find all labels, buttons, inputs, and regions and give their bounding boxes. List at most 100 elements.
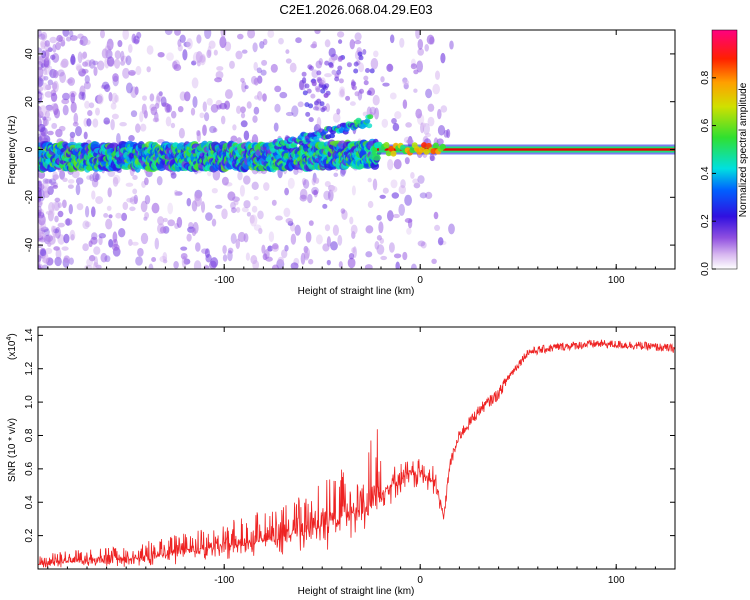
spectrogram-cell [258, 227, 263, 235]
spectrogram-cell [262, 38, 268, 46]
spectrogram-cell [376, 141, 383, 148]
spectrogram-cell [186, 197, 192, 207]
spectrogram-cell [434, 70, 441, 81]
spectrogram-cell [40, 226, 49, 233]
spectrogram-cell [429, 36, 435, 45]
spectrogram-cell [398, 203, 405, 216]
spectrogram-cell [42, 82, 48, 91]
spectrogram-cell [134, 86, 139, 96]
spectrogram-cell [132, 188, 138, 195]
spectrogram-cell [100, 252, 108, 263]
spectrogram-cell [47, 185, 54, 196]
spectrogram-cell [38, 230, 43, 239]
spectrogram-cell [75, 125, 82, 137]
spectrogram-cell [283, 207, 291, 218]
spectrogram-cell [191, 77, 199, 89]
spectrogram-cell [205, 212, 213, 221]
spectrogram-cell [43, 76, 49, 81]
spectrogram-cell [57, 210, 64, 218]
spectrogram-cell [277, 256, 285, 264]
spectrogram-cell [347, 257, 356, 269]
spectrogram-cell [84, 100, 90, 109]
colorbar-tick-label: 0.4 [700, 166, 711, 180]
spectrogram-cell [45, 247, 53, 255]
spectrogram-cell [48, 209, 55, 218]
spectrogram-cell [199, 112, 205, 119]
spectrogram-cell [307, 64, 313, 70]
y-tick-label: 0 [24, 146, 35, 152]
spectrogram-cell [232, 124, 237, 131]
spectrogram-cell [359, 88, 364, 94]
spectrogram-cell [376, 235, 382, 241]
spectrogram-cell [38, 190, 42, 199]
spectrogram-cell [54, 197, 61, 203]
spectrogram-cell [429, 153, 435, 162]
spectrogram-cell [289, 62, 297, 73]
spectrogram-cell [136, 31, 142, 39]
spectrogram-cell [202, 101, 207, 112]
spectrogram-cell [275, 215, 283, 221]
spectrogram-cell [44, 178, 53, 184]
spectrogram-cell [392, 123, 400, 132]
spectrogram-cell [112, 73, 119, 82]
spectrogram-cell [338, 39, 343, 44]
spectrogram-cell [51, 201, 59, 211]
spectrogram-cell [358, 62, 365, 73]
colorbar-tick-label: 0.0 [700, 262, 711, 276]
spectrogram-cell [101, 48, 109, 59]
spectrogram-cell [110, 102, 117, 110]
spectrogram-cell [437, 237, 444, 246]
spectrogram-cell [67, 184, 74, 189]
spectrogram-cell [200, 201, 206, 213]
spectrogram-cell [38, 66, 44, 79]
spectrogram-cell [278, 37, 284, 45]
spectrogram-cell [365, 251, 373, 258]
spectrogram-cell [62, 199, 67, 209]
spectrogram-cell [43, 186, 48, 198]
spectrogram-cell [240, 106, 246, 114]
spectrogram-cell [227, 250, 233, 262]
spectrogram-cell [324, 180, 331, 188]
spectrogram-cell [211, 188, 218, 194]
spectrogram-ylabel: Frequency (Hz) [7, 116, 18, 185]
spectrogram-cell [323, 190, 331, 201]
spectrogram-cell [410, 263, 417, 269]
spectrogram-cell [227, 247, 234, 254]
spectrogram-cell [337, 234, 343, 246]
spectrogram-cell [178, 127, 185, 139]
spectrogram-cell [105, 43, 113, 50]
spectrogram-marks [38, 30, 675, 269]
spectrogram-cell [313, 136, 320, 142]
chart-title: C2E1.2026.068.04.29.E03 [279, 2, 432, 17]
spectrogram-cell [249, 214, 255, 224]
spectrogram-cell [41, 50, 46, 59]
spectrogram-cell [122, 201, 129, 211]
spectrogram-cell [379, 194, 386, 199]
spectrogram-cell [67, 77, 76, 86]
spectrogram-cell [353, 68, 359, 74]
y-tick-label: 1.4 [24, 328, 35, 342]
y-tick-label: 1.2 [24, 361, 35, 375]
spectrogram-cell [380, 255, 388, 261]
spectrogram-cell [157, 216, 165, 226]
spectrogram-cell [436, 138, 444, 145]
spectrogram-cell [339, 88, 345, 97]
spectrogram-cell [120, 55, 128, 64]
spectrogram-cell [413, 88, 418, 93]
spectrogram-cell [62, 104, 69, 116]
spectrogram-cell [53, 246, 60, 251]
spectrogram-cell [104, 255, 111, 263]
spectrogram-cell [311, 69, 319, 79]
spectrogram-cell [349, 39, 355, 50]
spectrogram-cell [246, 211, 251, 217]
spectrogram-cell [125, 182, 134, 187]
snr-ticks: -100 0 100 0.2 0.4 0.6 0.8 1.0 1.2 1.4 [24, 327, 676, 586]
spectrogram-cell [210, 104, 219, 113]
spectrogram-cell [424, 44, 429, 52]
spectrogram-cell [204, 265, 210, 269]
spectrogram-cell [308, 258, 314, 265]
spectrogram-cell [437, 108, 442, 120]
spectrogram-cell [350, 224, 358, 235]
spectrogram-cell [315, 234, 323, 245]
spectrogram-cell [413, 182, 421, 189]
